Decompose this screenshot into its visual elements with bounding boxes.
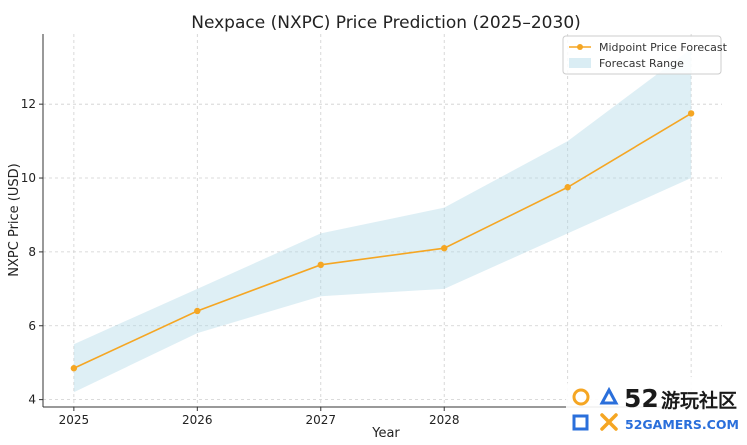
forecast-range-band <box>73 48 692 393</box>
midpoint-point <box>194 307 201 315</box>
x-tick-label: 2026 <box>182 413 213 427</box>
legend-range-swatch <box>569 58 591 68</box>
chart-title: Nexpace (NXPC) Price Prediction (2025–20… <box>191 13 581 33</box>
watermark-site: 52GAMERS.COM <box>625 417 739 432</box>
square-icon <box>572 414 589 431</box>
y-tick-label: 4 <box>28 393 36 407</box>
midpoint-series-line <box>73 112 692 369</box>
midpoint-point <box>317 261 324 269</box>
midpoint-point <box>564 184 571 191</box>
y-tick-label: 6 <box>28 319 36 333</box>
x-tick-label: 2028 <box>429 413 460 427</box>
y-tick-label: 12 <box>21 97 36 111</box>
triangle-icon <box>599 386 619 405</box>
site-watermark: 52 游玩社区 52GAMERS.COM <box>566 377 747 441</box>
x-axis-label: Year <box>371 426 400 441</box>
y-axis-label: NXPC Price (USD) <box>7 163 22 276</box>
cross-icon <box>600 413 618 431</box>
x-tick-label: 2027 <box>305 413 336 427</box>
y-tick-label: 10 <box>21 171 36 185</box>
legend-box <box>562 35 722 75</box>
y-tick-label: 8 <box>28 245 36 259</box>
watermark-number: 52 <box>624 384 659 413</box>
axis-ticks: 2025 2026 2027 2028 4 6 8 10 12 <box>21 97 460 427</box>
circle-icon <box>572 388 590 406</box>
midpoint-point <box>687 110 695 117</box>
watermark-chinese: 游玩社区 <box>661 389 737 412</box>
midpoint-point <box>441 244 448 252</box>
legend-label-midpoint: Midpoint Price Forecast <box>599 41 728 54</box>
legend-marker <box>577 44 583 50</box>
midpoint-point <box>70 365 78 372</box>
midpoint-points <box>70 110 695 372</box>
legend: Midpoint Price Forecast Forecast Range <box>562 35 728 75</box>
legend-label-range: Forecast Range <box>599 57 684 70</box>
watermark-logo: 52 游玩社区 52GAMERS.COM <box>566 377 747 441</box>
x-tick-label: 2025 <box>59 413 90 427</box>
